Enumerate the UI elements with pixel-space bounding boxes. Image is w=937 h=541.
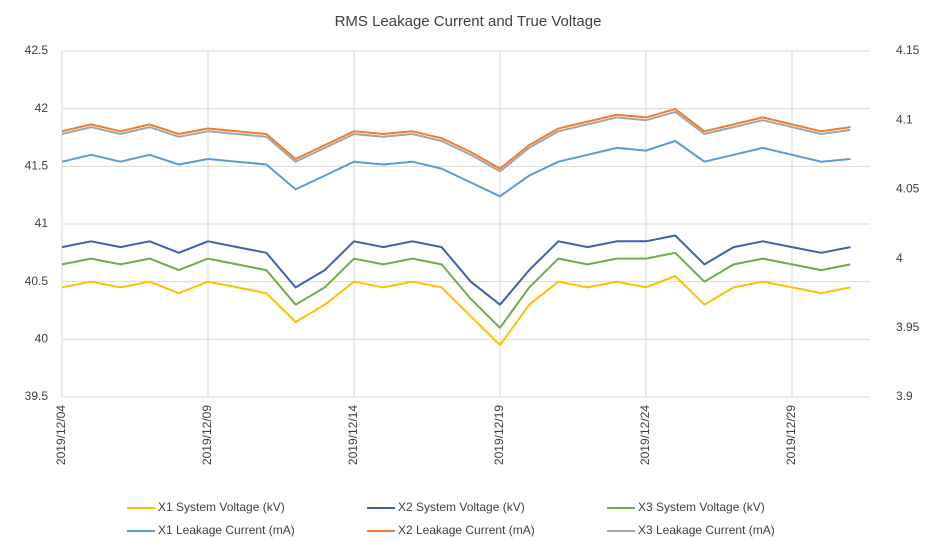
legend-label: X2 Leakage Current (mA): [398, 523, 535, 537]
x-tick-label: 2019/12/19: [492, 405, 506, 465]
series-line: [61, 251, 851, 329]
legend-label: X1 Leakage Current (mA): [158, 523, 295, 537]
y2-tick-label: 4.1: [896, 112, 913, 126]
x-tick-label: 2019/12/09: [200, 405, 214, 465]
y2-tick-label: 3.95: [896, 320, 920, 334]
y2-tick-label: 3.9: [896, 389, 913, 403]
series-line: [61, 274, 851, 347]
legend-label: X1 System Voltage (kV): [158, 500, 285, 514]
y-tick-label: 39.5: [25, 389, 49, 403]
series-line: [61, 234, 851, 306]
y2-tick-label: 4.15: [896, 43, 920, 57]
y-tick-label: 41.5: [25, 159, 49, 173]
legend-label: X3 Leakage Current (mA): [638, 523, 775, 537]
y-tick-label: 40: [35, 332, 49, 346]
y-tick-label: 41: [35, 216, 49, 230]
legend-label: X3 System Voltage (kV): [638, 500, 765, 514]
legend-label: X2 System Voltage (kV): [398, 500, 525, 514]
series-line: [61, 108, 851, 170]
series-line: [61, 110, 851, 173]
x-tick-label: 2019/12/14: [346, 405, 360, 465]
x-tick-label: 2019/12/24: [638, 405, 652, 465]
chart-title: RMS Leakage Current and True Voltage: [335, 13, 602, 30]
y-tick-label: 42.5: [25, 43, 49, 57]
y-tick-label: 40.5: [25, 274, 49, 288]
x-tick-label: 2019/12/04: [54, 405, 68, 465]
y2-tick-label: 4: [896, 251, 903, 265]
y2-tick-label: 4.05: [896, 182, 920, 196]
y-tick-label: 42: [35, 101, 49, 115]
x-tick-label: 2019/12/29: [784, 405, 798, 465]
series-line: [61, 140, 851, 198]
